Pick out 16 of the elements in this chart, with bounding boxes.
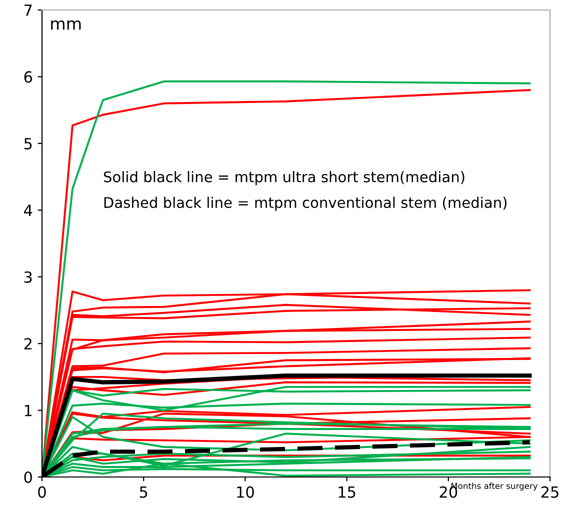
y-tick-label: 7: [24, 4, 32, 16]
y-tick-label: 0: [24, 471, 32, 484]
y-tick-label: 2: [24, 338, 32, 350]
y-tick-label: 4: [24, 204, 32, 216]
x-tick-label: 25: [541, 486, 558, 498]
y-axis-title: mm: [51, 20, 81, 30]
x-tick-label: 0: [38, 486, 46, 498]
y-tick-label: 6: [24, 71, 32, 83]
annotation: Dashed black line = mtpm conventional stem (median): [104, 196, 507, 211]
x-tick-label: 5: [140, 486, 148, 498]
y-tick-label: 5: [24, 138, 32, 150]
annotation: Solid black line = mtpm ultra short stem(median): [104, 171, 464, 186]
x-tick-label: 15: [338, 486, 356, 498]
y-tick-label: 3: [24, 271, 32, 283]
x-tick-label: 10: [237, 486, 254, 498]
y-tick-label: 1: [24, 404, 32, 416]
